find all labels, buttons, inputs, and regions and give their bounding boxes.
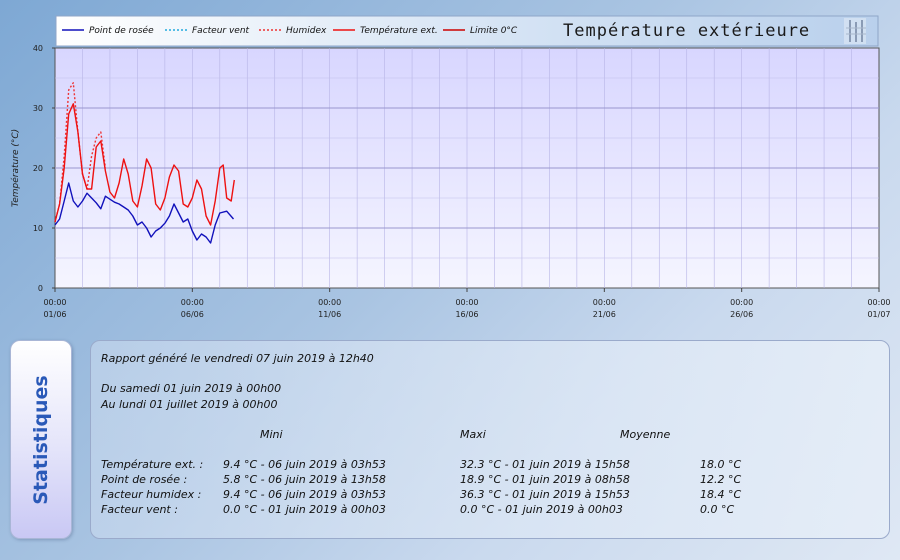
x-tick-label: 00:00 [318, 298, 341, 307]
x-tick-label: 01/06 [43, 310, 66, 319]
x-tick-label: 00:00 [593, 298, 616, 307]
row-avg: 18.0 °C [700, 458, 742, 471]
row-min: 9.4 °C - 06 juin 2019 à 03h53 [223, 458, 386, 471]
row-label: Température ext. : [101, 458, 204, 471]
period-from-text: Du samedi 01 juin 2019 à 00h00 [101, 382, 282, 395]
row-max: 36.3 °C - 01 juin 2019 à 15h53 [460, 488, 630, 501]
temperature-chart: 0 10 20 30 40 00:00 01/06 00:00 06/06 00:00 11/06… [10, 15, 891, 319]
stats-tab-label: Statistiques [30, 374, 52, 505]
row-max: 32.3 °C - 01 juin 2019 à 15h58 [460, 458, 630, 471]
x-axis: 00:00 01/06 00:00 06/06 00:00 11/06 00:00 16/06… [43, 288, 891, 319]
legend-label: Facteur vent [192, 26, 250, 36]
y-axis-label: Température (°C) [10, 129, 21, 207]
thermometer-icon [844, 18, 866, 44]
series-line-point-de-ros-e [54, 182, 235, 244]
y-tick-label: 30 [33, 104, 43, 113]
legend-label: Humidex [286, 26, 327, 36]
x-tick-label: 00:00 [730, 298, 753, 307]
header-avg: Moyenne [620, 428, 671, 441]
y-tick-label: 10 [33, 224, 43, 233]
period-to-text: Au lundi 01 juillet 2019 à 00h00 [101, 398, 278, 411]
x-tick-label: 06/06 [181, 310, 204, 319]
legend: Point de rosée Facteur vent Humidex Tempéra… [62, 25, 518, 36]
y-tick-label: 40 [33, 44, 43, 53]
row-max: 18.9 °C - 01 juin 2019 à 08h58 [460, 473, 630, 486]
row-avg: 18.4 °C [700, 488, 742, 501]
row-min: 9.4 °C - 06 juin 2019 à 03h53 [223, 488, 386, 501]
header-min: Mini [260, 428, 283, 441]
legend-label: Température ext. [360, 25, 438, 36]
legend-bar [55, 15, 879, 47]
row-label: Point de rosée : [101, 473, 188, 486]
x-tick-label: 00:00 [43, 298, 66, 307]
grid [55, 48, 879, 288]
y-tick-label: 0 [38, 284, 43, 293]
series-lines [54, 82, 235, 244]
row-min: 0.0 °C - 01 juin 2019 à 00h03 [223, 503, 386, 516]
x-tick-label: 16/06 [455, 310, 478, 319]
series-line-temp-rature-ext- [54, 103, 235, 226]
row-min: 5.8 °C - 06 juin 2019 à 13h58 [223, 473, 386, 486]
x-tick-label: 11/06 [318, 310, 341, 319]
x-tick-label: 00:00 [455, 298, 478, 307]
row-avg: 12.2 °C [700, 473, 742, 486]
stats-tab[interactable]: Statistiques [10, 340, 72, 539]
header-max: Maxi [460, 428, 486, 441]
chart-title: Température extérieure [563, 21, 810, 41]
x-tick-label: 00:00 [867, 298, 890, 307]
stats-panel: Rapport généré le vendredi 07 juin 2019 … [90, 340, 890, 539]
x-tick-label: 21/06 [593, 310, 616, 319]
row-label: Facteur vent : [101, 503, 178, 516]
x-tick-label: 26/06 [730, 310, 753, 319]
legend-label: Limite 0°C [470, 26, 518, 36]
x-tick-label: 01/07 [867, 310, 890, 319]
row-label: Facteur humidex : [101, 488, 202, 501]
y-axis: 0 10 20 30 40 [33, 44, 55, 293]
row-max: 0.0 °C - 01 juin 2019 à 00h03 [460, 503, 623, 516]
report-generated-text: Rapport généré le vendredi 07 juin 2019 … [101, 352, 374, 365]
legend-label: Point de rosée [89, 25, 154, 36]
x-tick-label: 00:00 [181, 298, 204, 307]
row-avg: 0.0 °C [700, 503, 735, 516]
y-tick-label: 20 [33, 164, 43, 173]
